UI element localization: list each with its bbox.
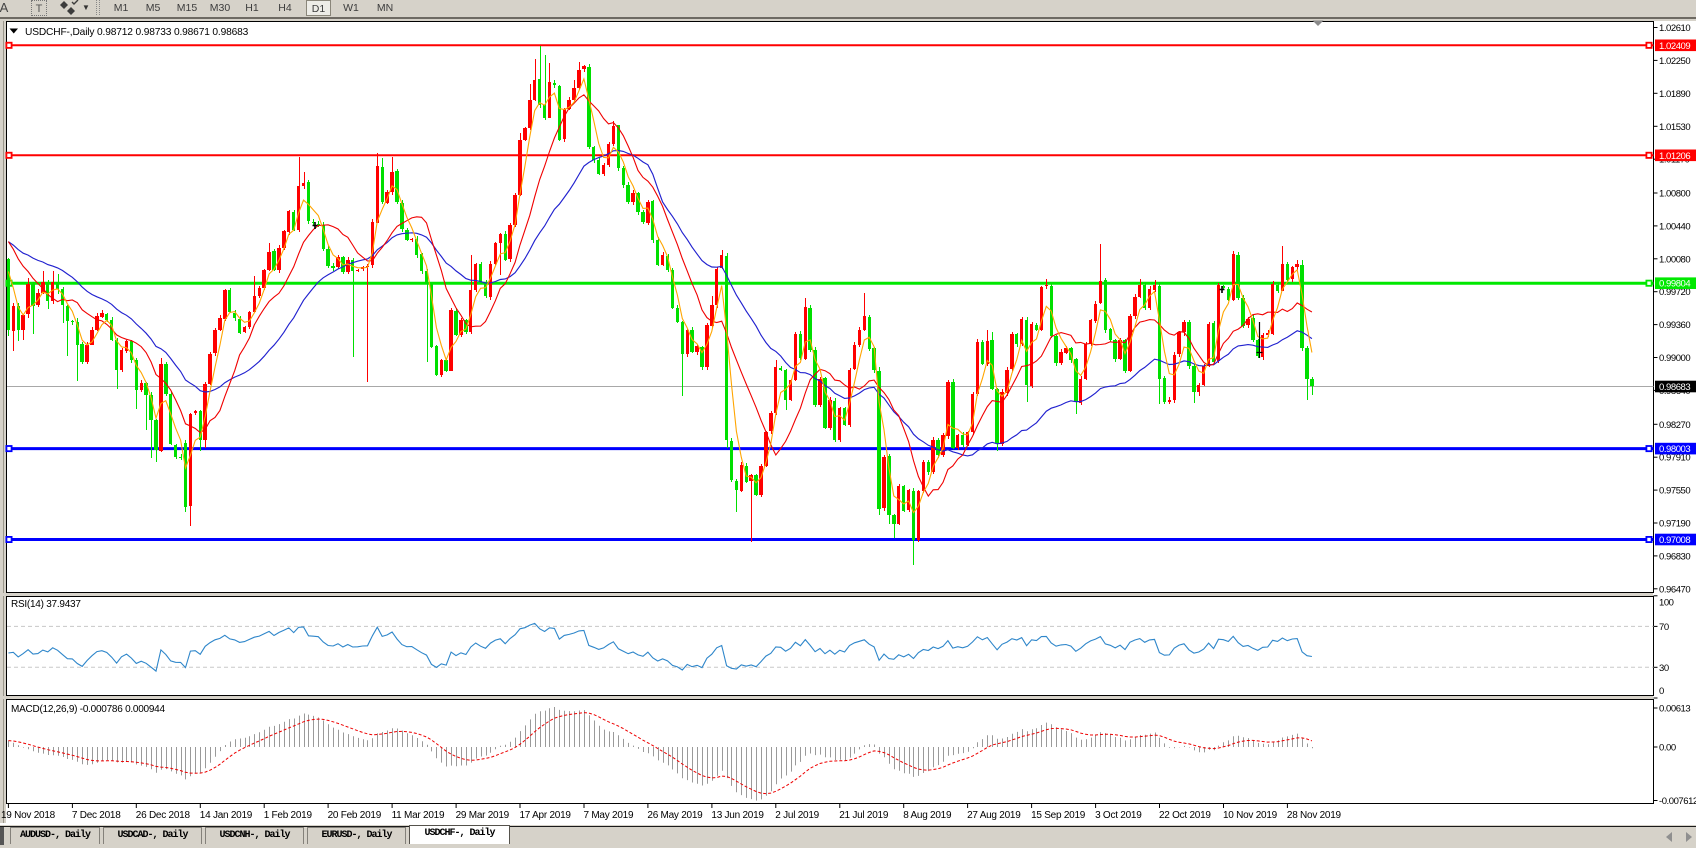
svg-text:1.02610: 1.02610: [1659, 23, 1690, 34]
svg-text:0.00: 0.00: [1659, 743, 1676, 754]
svg-text:1.00800: 1.00800: [1659, 189, 1690, 200]
svg-text:0.97550: 0.97550: [1659, 486, 1690, 497]
svg-text:21 Jul 2019: 21 Jul 2019: [839, 810, 889, 821]
svg-text:0.00613: 0.00613: [1659, 704, 1690, 715]
svg-text:1.01890: 1.01890: [1659, 89, 1690, 100]
svg-text:0: 0: [1659, 686, 1664, 697]
svg-text:0.96470: 0.96470: [1659, 584, 1690, 595]
svg-text:100: 100: [1659, 598, 1674, 609]
svg-text:MACD(12,26,9) -0.000786 0.0009: MACD(12,26,9) -0.000786 0.000944: [11, 704, 165, 715]
svg-text:30: 30: [1659, 663, 1669, 674]
svg-text:15 Sep 2019: 15 Sep 2019: [1031, 810, 1086, 821]
svg-text:7 Dec 2018: 7 Dec 2018: [72, 810, 121, 821]
svg-text:13 Jun 2019: 13 Jun 2019: [711, 810, 764, 821]
svg-text:22 Oct 2019: 22 Oct 2019: [1159, 810, 1211, 821]
svg-text:11 Mar 2019: 11 Mar 2019: [392, 810, 445, 821]
svg-text:2 Jul 2019: 2 Jul 2019: [775, 810, 819, 821]
svg-text:USDCHF-,Daily 0.98712 0.98733: USDCHF-,Daily 0.98712 0.98733 0.98671 0.…: [25, 27, 249, 38]
svg-text:1.02409: 1.02409: [1659, 41, 1690, 52]
svg-text:1 Feb 2019: 1 Feb 2019: [264, 810, 313, 821]
svg-text:RSI(14) 37.9437: RSI(14) 37.9437: [11, 599, 81, 610]
svg-text:19 Nov 2018: 19 Nov 2018: [1, 810, 56, 821]
svg-text:26 May 2019: 26 May 2019: [647, 810, 703, 821]
svg-text:14 Jan 2019: 14 Jan 2019: [200, 810, 253, 821]
svg-text:10 Nov 2019: 10 Nov 2019: [1223, 810, 1278, 821]
svg-text:20 Feb 2019: 20 Feb 2019: [328, 810, 382, 821]
svg-text:27 Aug 2019: 27 Aug 2019: [967, 810, 1021, 821]
svg-text:70: 70: [1659, 622, 1669, 633]
svg-text:0.97190: 0.97190: [1659, 519, 1690, 530]
svg-text:1.00080: 1.00080: [1659, 254, 1690, 265]
svg-text:1.01206: 1.01206: [1659, 151, 1690, 162]
svg-text:-0.007612: -0.007612: [1659, 796, 1696, 807]
svg-text:26 Dec 2018: 26 Dec 2018: [136, 810, 191, 821]
svg-text:8 Aug 2019: 8 Aug 2019: [903, 810, 952, 821]
svg-text:7 May 2019: 7 May 2019: [584, 810, 634, 821]
svg-text:1.01530: 1.01530: [1659, 122, 1690, 133]
svg-text:29 Mar 2019: 29 Mar 2019: [456, 810, 510, 821]
svg-text:0.96830: 0.96830: [1659, 551, 1690, 562]
svg-text:17 Apr 2019: 17 Apr 2019: [520, 810, 572, 821]
svg-text:0.97008: 0.97008: [1659, 535, 1690, 546]
svg-text:1.02250: 1.02250: [1659, 56, 1690, 67]
svg-text:0.97910: 0.97910: [1659, 453, 1690, 464]
svg-text:0.98683: 0.98683: [1659, 382, 1690, 393]
svg-text:0.98003: 0.98003: [1659, 444, 1690, 455]
svg-text:3 Oct 2019: 3 Oct 2019: [1095, 810, 1142, 821]
svg-text:0.99000: 0.99000: [1659, 353, 1690, 364]
svg-text:0.99804: 0.99804: [1659, 279, 1690, 290]
svg-text:28 Nov 2019: 28 Nov 2019: [1287, 810, 1342, 821]
svg-text:0.99720: 0.99720: [1659, 287, 1690, 298]
svg-text:1.00440: 1.00440: [1659, 221, 1690, 232]
svg-text:0.99360: 0.99360: [1659, 320, 1690, 331]
svg-text:0.98270: 0.98270: [1659, 420, 1690, 431]
